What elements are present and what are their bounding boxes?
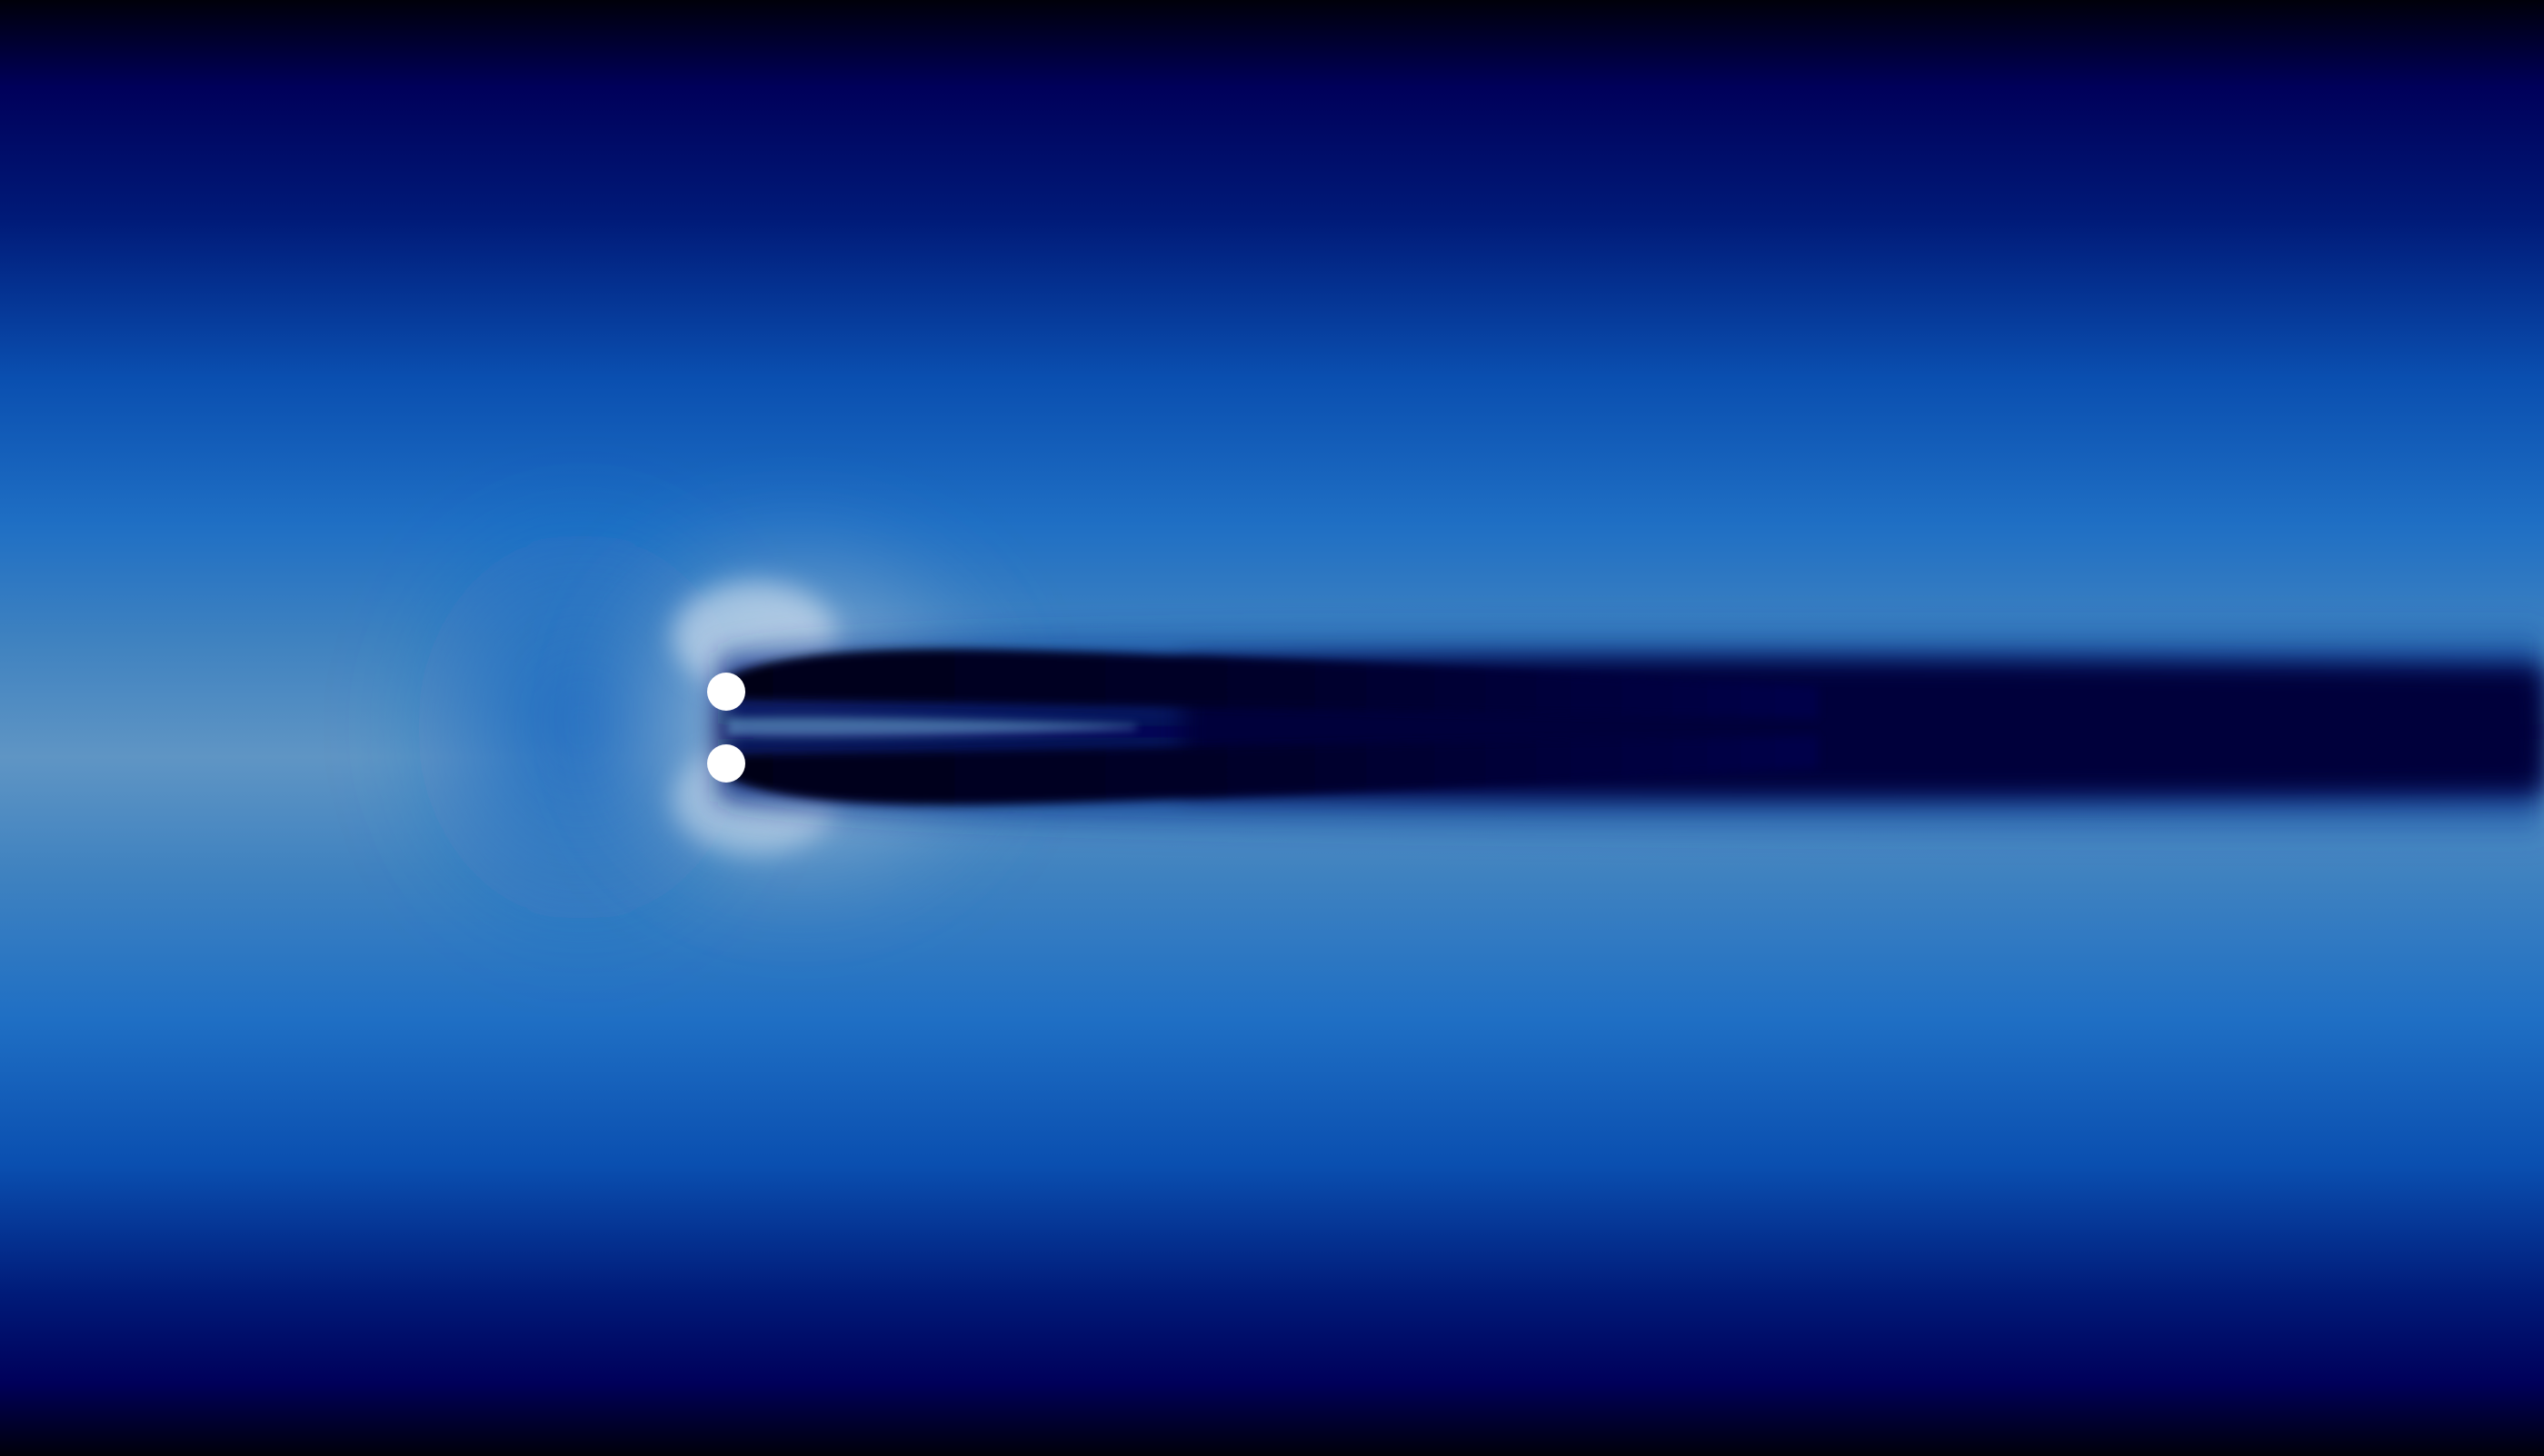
wake-streak-lower [727, 736, 1818, 805]
upper-cylinder [707, 673, 745, 711]
wake-streak-upper [727, 649, 1818, 718]
lower-cylinder [707, 744, 745, 783]
wake-gap [727, 717, 1136, 737]
